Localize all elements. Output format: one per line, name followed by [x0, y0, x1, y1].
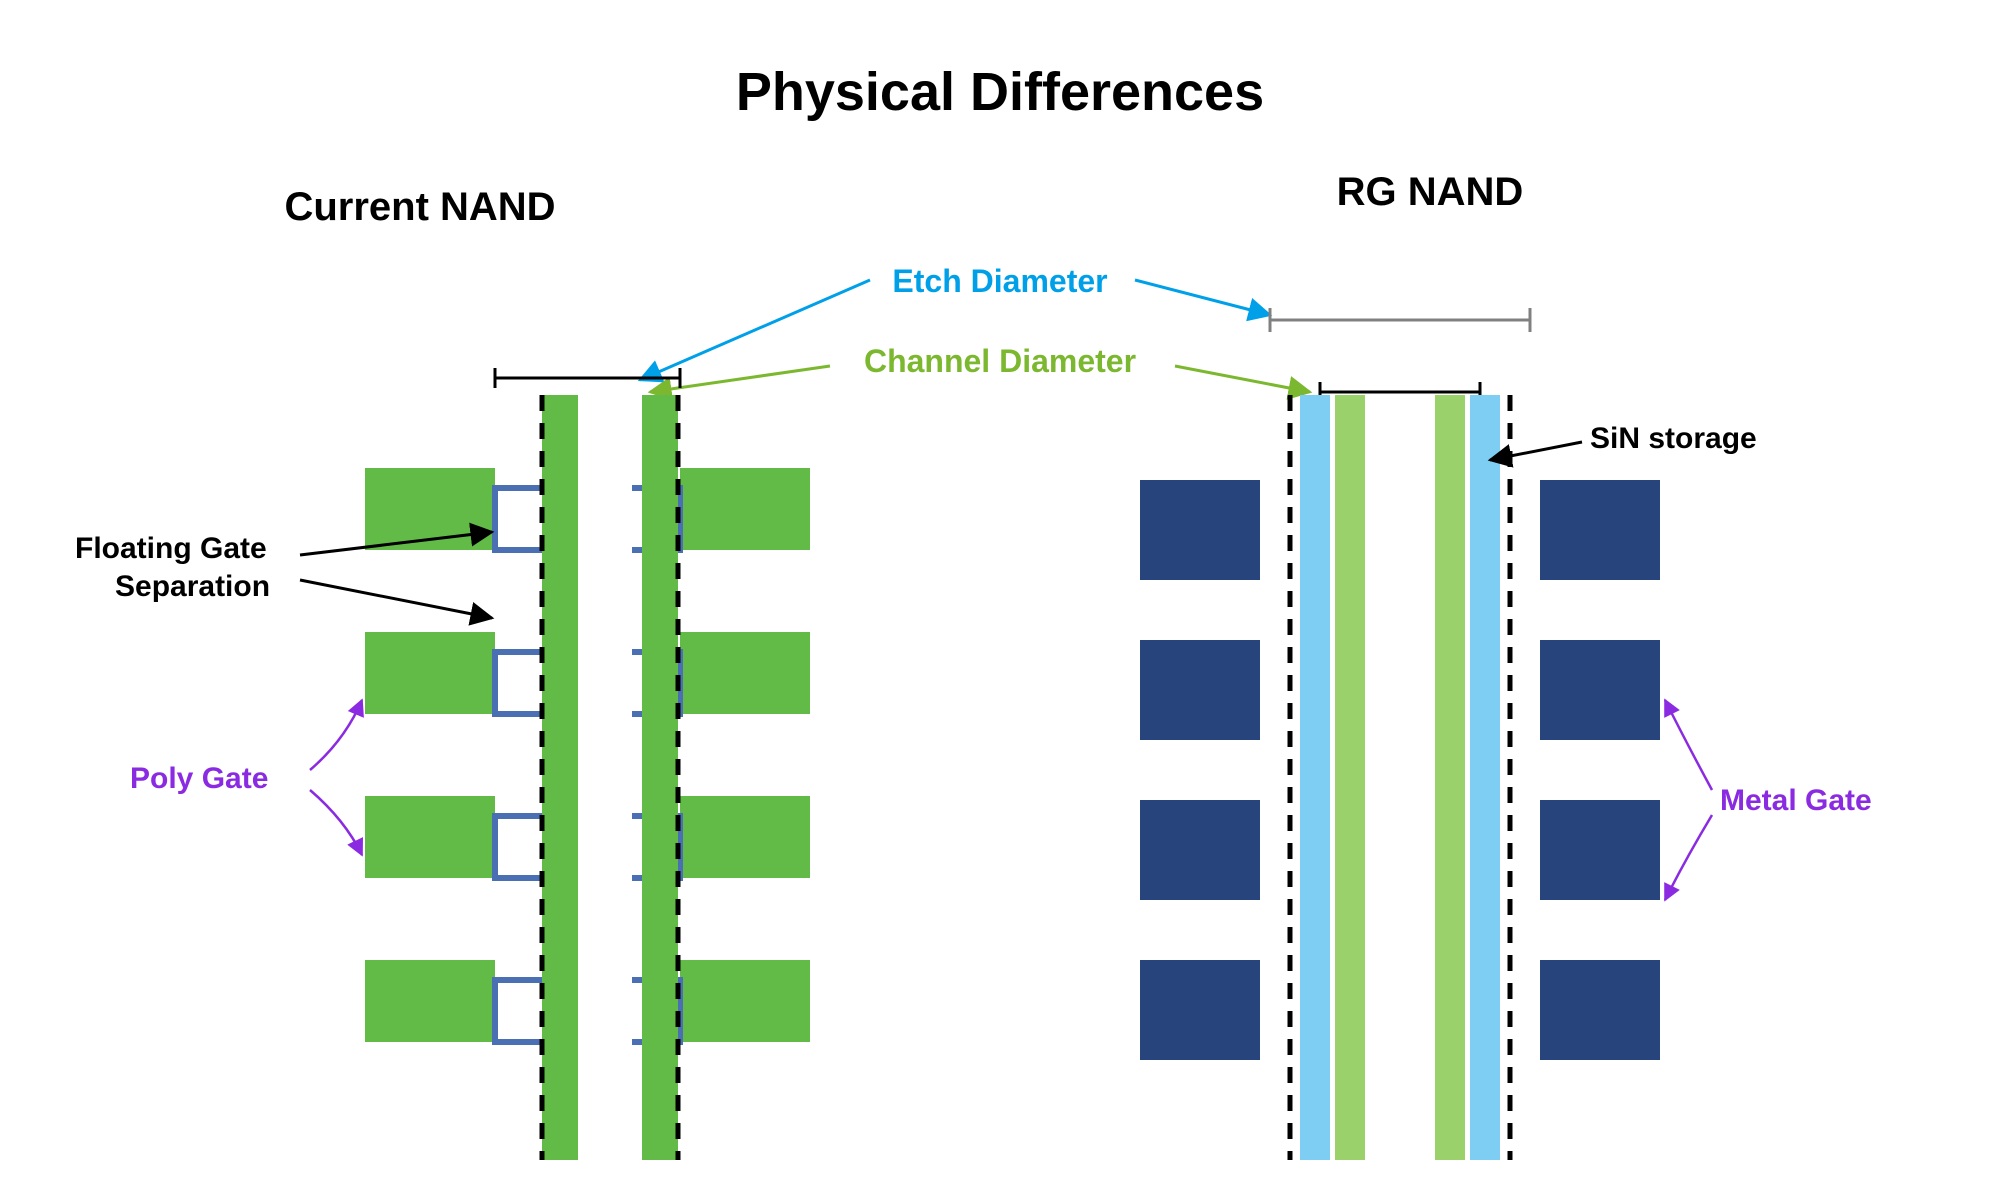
metal-gate-block — [1540, 800, 1660, 900]
metal-gate-block — [1140, 960, 1260, 1060]
page-title: Physical Differences — [736, 62, 1264, 122]
metal-gate-arrow-up — [1665, 700, 1712, 790]
fg-sep-arrow-2 — [300, 580, 492, 618]
metal-gate-block — [1540, 640, 1660, 740]
floating-gate-cup — [495, 488, 543, 550]
channel-arrow-right — [1175, 366, 1310, 392]
channel-layer — [1335, 395, 1365, 1160]
etch-arrow-right — [1135, 280, 1270, 315]
channel-pillar — [642, 395, 678, 1160]
poly-gate-block — [365, 632, 495, 714]
channel-pillar — [542, 395, 578, 1160]
floating-gate-cup — [495, 980, 543, 1042]
metal-gate-block — [1140, 640, 1260, 740]
right-subtitle: RG NAND — [1337, 170, 1524, 214]
fg-sep-line1: Floating Gate — [75, 532, 267, 565]
channel-diameter-label: Channel Diameter — [864, 343, 1136, 379]
poly-gate-block — [365, 796, 495, 878]
etch-diameter-label: Etch Diameter — [892, 263, 1107, 299]
metal-gate-block — [1540, 480, 1660, 580]
poly-gate-label: Poly Gate — [130, 762, 268, 795]
metal-gate-block — [1140, 800, 1260, 900]
metal-gate-block — [1540, 960, 1660, 1060]
sin-storage-layer — [1470, 395, 1500, 1160]
right-etch-bracket — [1270, 308, 1530, 332]
poly-gate-block — [680, 796, 810, 878]
sin-storage-label: SiN storage — [1590, 422, 1757, 455]
poly-gate-arrow-down — [310, 790, 362, 855]
channel-layer — [1435, 395, 1465, 1160]
left-subtitle: Current NAND — [284, 185, 555, 229]
current-nand-diagram — [365, 395, 810, 1160]
sin-storage-layer — [1300, 395, 1330, 1160]
floating-gate-cup — [495, 816, 543, 878]
poly-gate-block — [365, 468, 495, 550]
fg-sep-line2: Separation — [115, 570, 270, 603]
etch-arrow-left — [640, 280, 870, 380]
rg-nand-diagram — [1140, 395, 1660, 1160]
poly-gate-block — [680, 960, 810, 1042]
poly-gate-block — [365, 960, 495, 1042]
poly-gate-block — [680, 632, 810, 714]
metal-gate-arrow-down — [1665, 815, 1712, 900]
metal-gate-label: Metal Gate — [1720, 784, 1872, 817]
poly-gate-block — [680, 468, 810, 550]
left-etch-bracket — [495, 368, 680, 388]
metal-gate-block — [1140, 480, 1260, 580]
poly-gate-arrow-up — [310, 700, 362, 770]
floating-gate-cup — [495, 652, 543, 714]
sin-storage-arrow — [1490, 442, 1582, 460]
